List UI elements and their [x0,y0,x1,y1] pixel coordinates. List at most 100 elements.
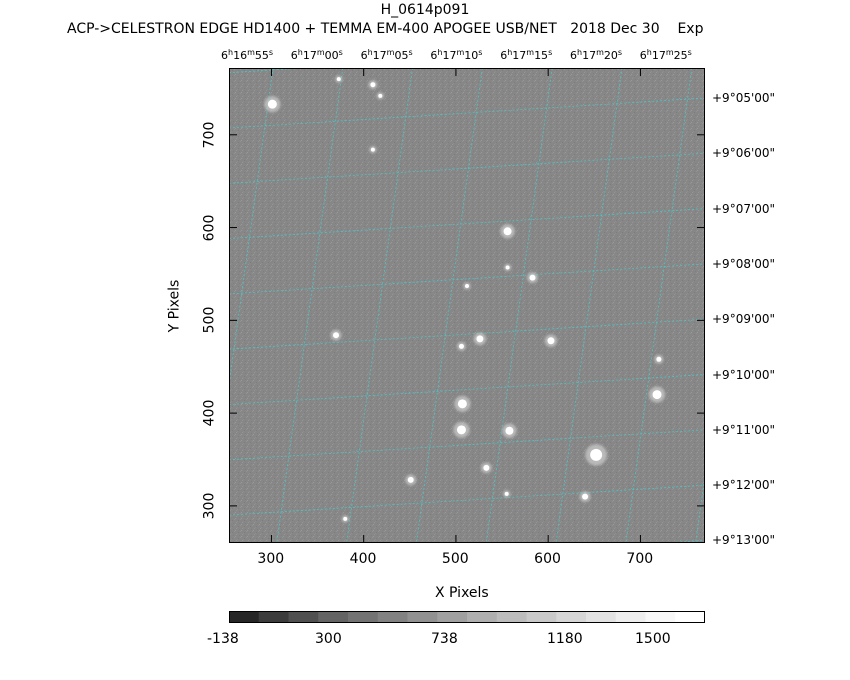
star [476,335,484,343]
ra-unit: h [437,48,443,57]
ra-unit: h [297,48,303,57]
dec-grid-line [229,318,705,350]
ra-value: 55 [254,49,269,62]
ra-value: 10 [464,49,479,62]
ra-value: 17 [512,49,527,62]
x-axis-label: X Pixels [435,585,489,601]
colorbar-step [229,611,260,623]
dec-label: +9°08'00" [712,256,776,271]
dec-grid-line [229,97,705,129]
dec-label: +9°11'00" [712,422,776,437]
star [378,93,383,98]
y-tick-label: 400 [201,399,218,427]
star [529,274,536,281]
colorbar-step [645,611,676,623]
ra-value: 6 [639,49,647,62]
star [333,332,340,339]
dec-label: +9°12'00" [712,478,776,493]
ra-label: 6h17m05s [361,48,413,62]
star [336,77,341,82]
ra-unit: h [228,48,234,57]
colorbar-tick-label: -138 [207,631,239,647]
star [505,265,510,270]
star [503,227,512,236]
ra-value: 16 [233,49,248,62]
y-tick-label: 600 [201,214,218,241]
star [456,425,466,435]
title-instrument-line: ACP->CELESTRON EDGE HD1400 + TEMMA EM-40… [67,22,703,36]
star [504,491,509,496]
dec-grid-line [229,208,705,239]
colorbar-tick-label: 300 [315,631,342,647]
ra-label: 6h17m10s [430,48,483,62]
star [267,99,277,109]
ra-value: 17 [302,49,317,62]
colorbar-step [526,611,557,623]
colorbar-step [556,611,587,623]
ra-label: 6h17m25s [639,48,692,62]
colorbar-step [407,611,438,623]
ra-unit: h [507,48,513,57]
instrument-text: ACP->CELESTRON EDGE HD1400 + TEMMA EM-40… [67,21,557,37]
colorbar-step [377,611,408,623]
ra-unit: s [408,48,413,57]
dec-label: +9°07'00" [712,201,776,216]
y-tick-label: 300 [201,492,218,520]
exposure-label: Exp [677,21,704,37]
dec-label: +9°10'00" [712,367,776,382]
ra-unit: m [665,48,674,57]
ra-value: 25 [673,49,688,62]
ra-value: 17 [372,49,387,62]
colorbar-tick-label: 1500 [635,631,671,647]
ra-unit: h [577,48,583,57]
star [407,476,414,483]
ra-unit: m [386,48,395,57]
y-tick-label: 500 [201,306,218,334]
colorbar-border [229,611,705,623]
star [547,337,555,345]
colorbar-step [348,611,379,623]
dec-grid-line [229,263,705,295]
ra-value: 6 [430,49,438,62]
ra-unit: m [596,48,604,57]
ra-unit: s [338,48,343,57]
colorbar-tick-label: 1180 [547,631,583,647]
colorbar-step [437,611,468,623]
star [590,448,603,461]
dec-label: +9°09'00" [712,312,776,327]
ra-unit: m [247,48,255,57]
x-tick-label: 700 [626,551,654,567]
x-tick-label: 600 [534,551,561,567]
observation-date: 2018 Dec 30 [570,21,660,37]
ra-value: 17 [582,49,597,62]
axis-ticks [229,68,705,543]
ra-label: 6h17m00s [291,48,343,62]
star [483,464,490,471]
dec-grid-line [229,152,705,184]
ra-unit: m [456,48,465,57]
ra-label: 6h16m55s [221,48,273,62]
star [652,390,662,400]
image-border [229,68,705,543]
ra-unit: h [367,48,373,57]
ra-value: 6 [570,49,577,62]
ra-unit: s [478,48,483,57]
ra-value: 05 [394,49,409,62]
colorbar-step [258,611,289,623]
ra-unit: s [687,48,692,57]
colorbar-step [496,611,527,623]
x-tick-label: 300 [257,551,285,567]
colorbar-step [675,611,705,623]
ra-value: 20 [603,49,618,62]
ra-value: 15 [534,49,549,62]
ra-value: 17 [651,49,666,62]
ra-label: 6h17m15s [500,48,552,62]
dec-label: +9°13'00" [712,533,776,548]
star [457,399,467,409]
dec-grid-line [229,374,705,405]
star [505,426,514,435]
coordinate-grid [229,68,705,543]
ra-unit: h [646,48,652,57]
star [656,356,662,362]
dec-grid-line [229,484,705,516]
